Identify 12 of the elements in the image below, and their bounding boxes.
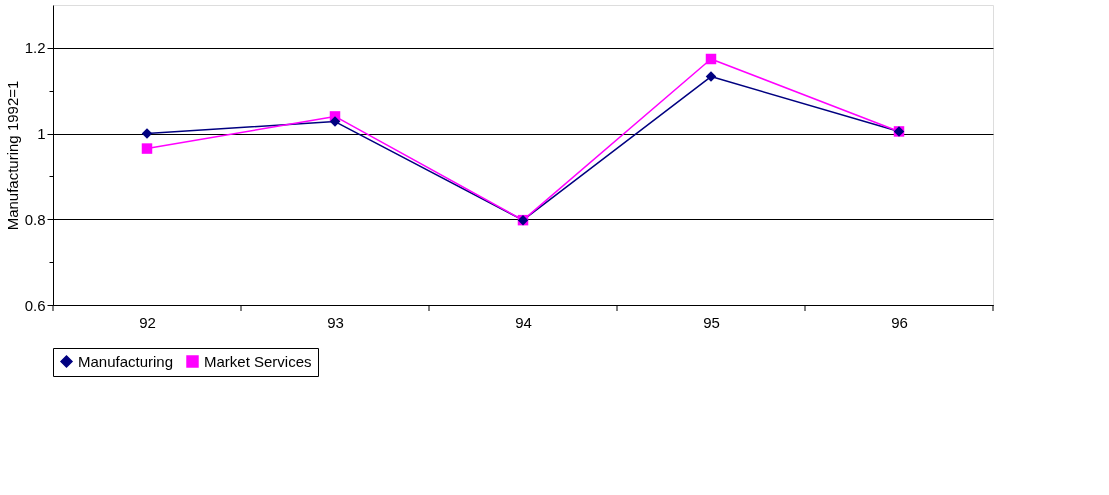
- x-tick-label: 93: [327, 313, 344, 331]
- x-tick-label: 94: [515, 313, 532, 331]
- x-tick-label: 92: [139, 313, 156, 331]
- y-tick-label: 1: [37, 125, 46, 143]
- legend-label: Market Services: [204, 352, 312, 370]
- x-tick-label: 96: [891, 313, 908, 331]
- x-tick-label: 95: [703, 313, 720, 331]
- y-tick-label: 0.6: [24, 296, 46, 314]
- y-tick-label: 1.2: [24, 39, 46, 57]
- y-tick-label: 0.8: [24, 210, 46, 228]
- y-axis-title: Manufacturing 1992=1: [3, 80, 21, 231]
- legend-label: Manufacturing: [78, 352, 174, 370]
